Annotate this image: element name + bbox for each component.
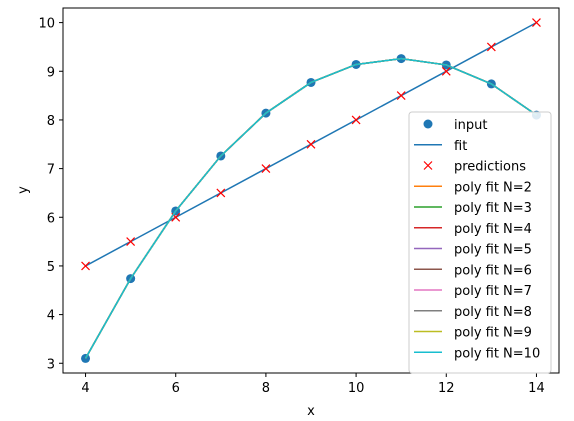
legend-label-poly-fit-n-4: poly fit N=4 xyxy=(454,222,532,237)
legend-label-poly-fit-n-2: poly fit N=2 xyxy=(454,180,532,195)
data-point-input xyxy=(81,353,91,363)
legend-swatch-predictions xyxy=(423,161,433,170)
legend-label-poly-fit-n-5: poly fit N=5 xyxy=(454,243,532,258)
legend-label-fit: fit xyxy=(454,139,467,154)
legend-label-poly-fit-n-7: poly fit N=7 xyxy=(454,284,532,299)
axis-ticks: 4 6 8 10 12 14 3 4 5 6 7 8 9 10 xyxy=(38,17,544,396)
y-tick-label: 7 xyxy=(47,163,55,178)
y-tick-label: 9 xyxy=(47,65,55,80)
marker-predictions xyxy=(532,18,541,28)
legend: input fit predictions poly fit N=2 poly fit … xyxy=(408,111,552,374)
y-tick-label: 4 xyxy=(47,309,55,324)
legend-box xyxy=(408,111,552,374)
y-tick-label: 6 xyxy=(47,211,55,226)
marker-predictions xyxy=(351,115,361,125)
marker-predictions xyxy=(261,164,271,174)
x-tick-label: 8 xyxy=(262,381,270,396)
legend-label-poly-fit-n-8: poly fit N=8 xyxy=(454,305,532,320)
legend-swatch-input xyxy=(423,119,433,129)
legend-label-poly-fit-n-10: poly fit N=10 xyxy=(454,346,540,361)
plot-frame xyxy=(62,7,560,374)
x-tick-label: 10 xyxy=(348,381,365,396)
legend-label-predictions: predictions xyxy=(454,160,526,175)
marker-predictions xyxy=(441,66,451,76)
y-tick-label: 3 xyxy=(47,357,55,372)
x-tick-label: 6 xyxy=(172,381,180,396)
x-tick-label: 14 xyxy=(528,381,545,396)
y-tick-label: 10 xyxy=(38,17,55,32)
legend-label-poly-fit-n-6: poly fit N=6 xyxy=(454,263,532,278)
legend-label-poly-fit-n-3: poly fit N=3 xyxy=(454,201,532,216)
y-axis-label: y xyxy=(16,186,31,194)
marker-predictions xyxy=(396,91,406,101)
plot-area xyxy=(81,18,541,363)
legend-label-poly-fit-n-9: poly fit N=9 xyxy=(454,326,532,341)
marker-predictions xyxy=(486,42,496,52)
y-tick-label: 5 xyxy=(47,260,55,275)
x-tick-label: 12 xyxy=(438,381,455,396)
y-tick-label: 8 xyxy=(47,114,55,129)
marker-predictions xyxy=(126,237,136,247)
x-tick-label: 4 xyxy=(81,381,89,396)
marker-predictions xyxy=(306,139,316,149)
legend-label-input: input xyxy=(454,118,487,133)
marker-predictions xyxy=(81,261,90,271)
x-axis-label: x xyxy=(307,404,315,419)
series-line-poly-fit-n-10 xyxy=(84,57,537,359)
marker-predictions xyxy=(216,188,226,198)
